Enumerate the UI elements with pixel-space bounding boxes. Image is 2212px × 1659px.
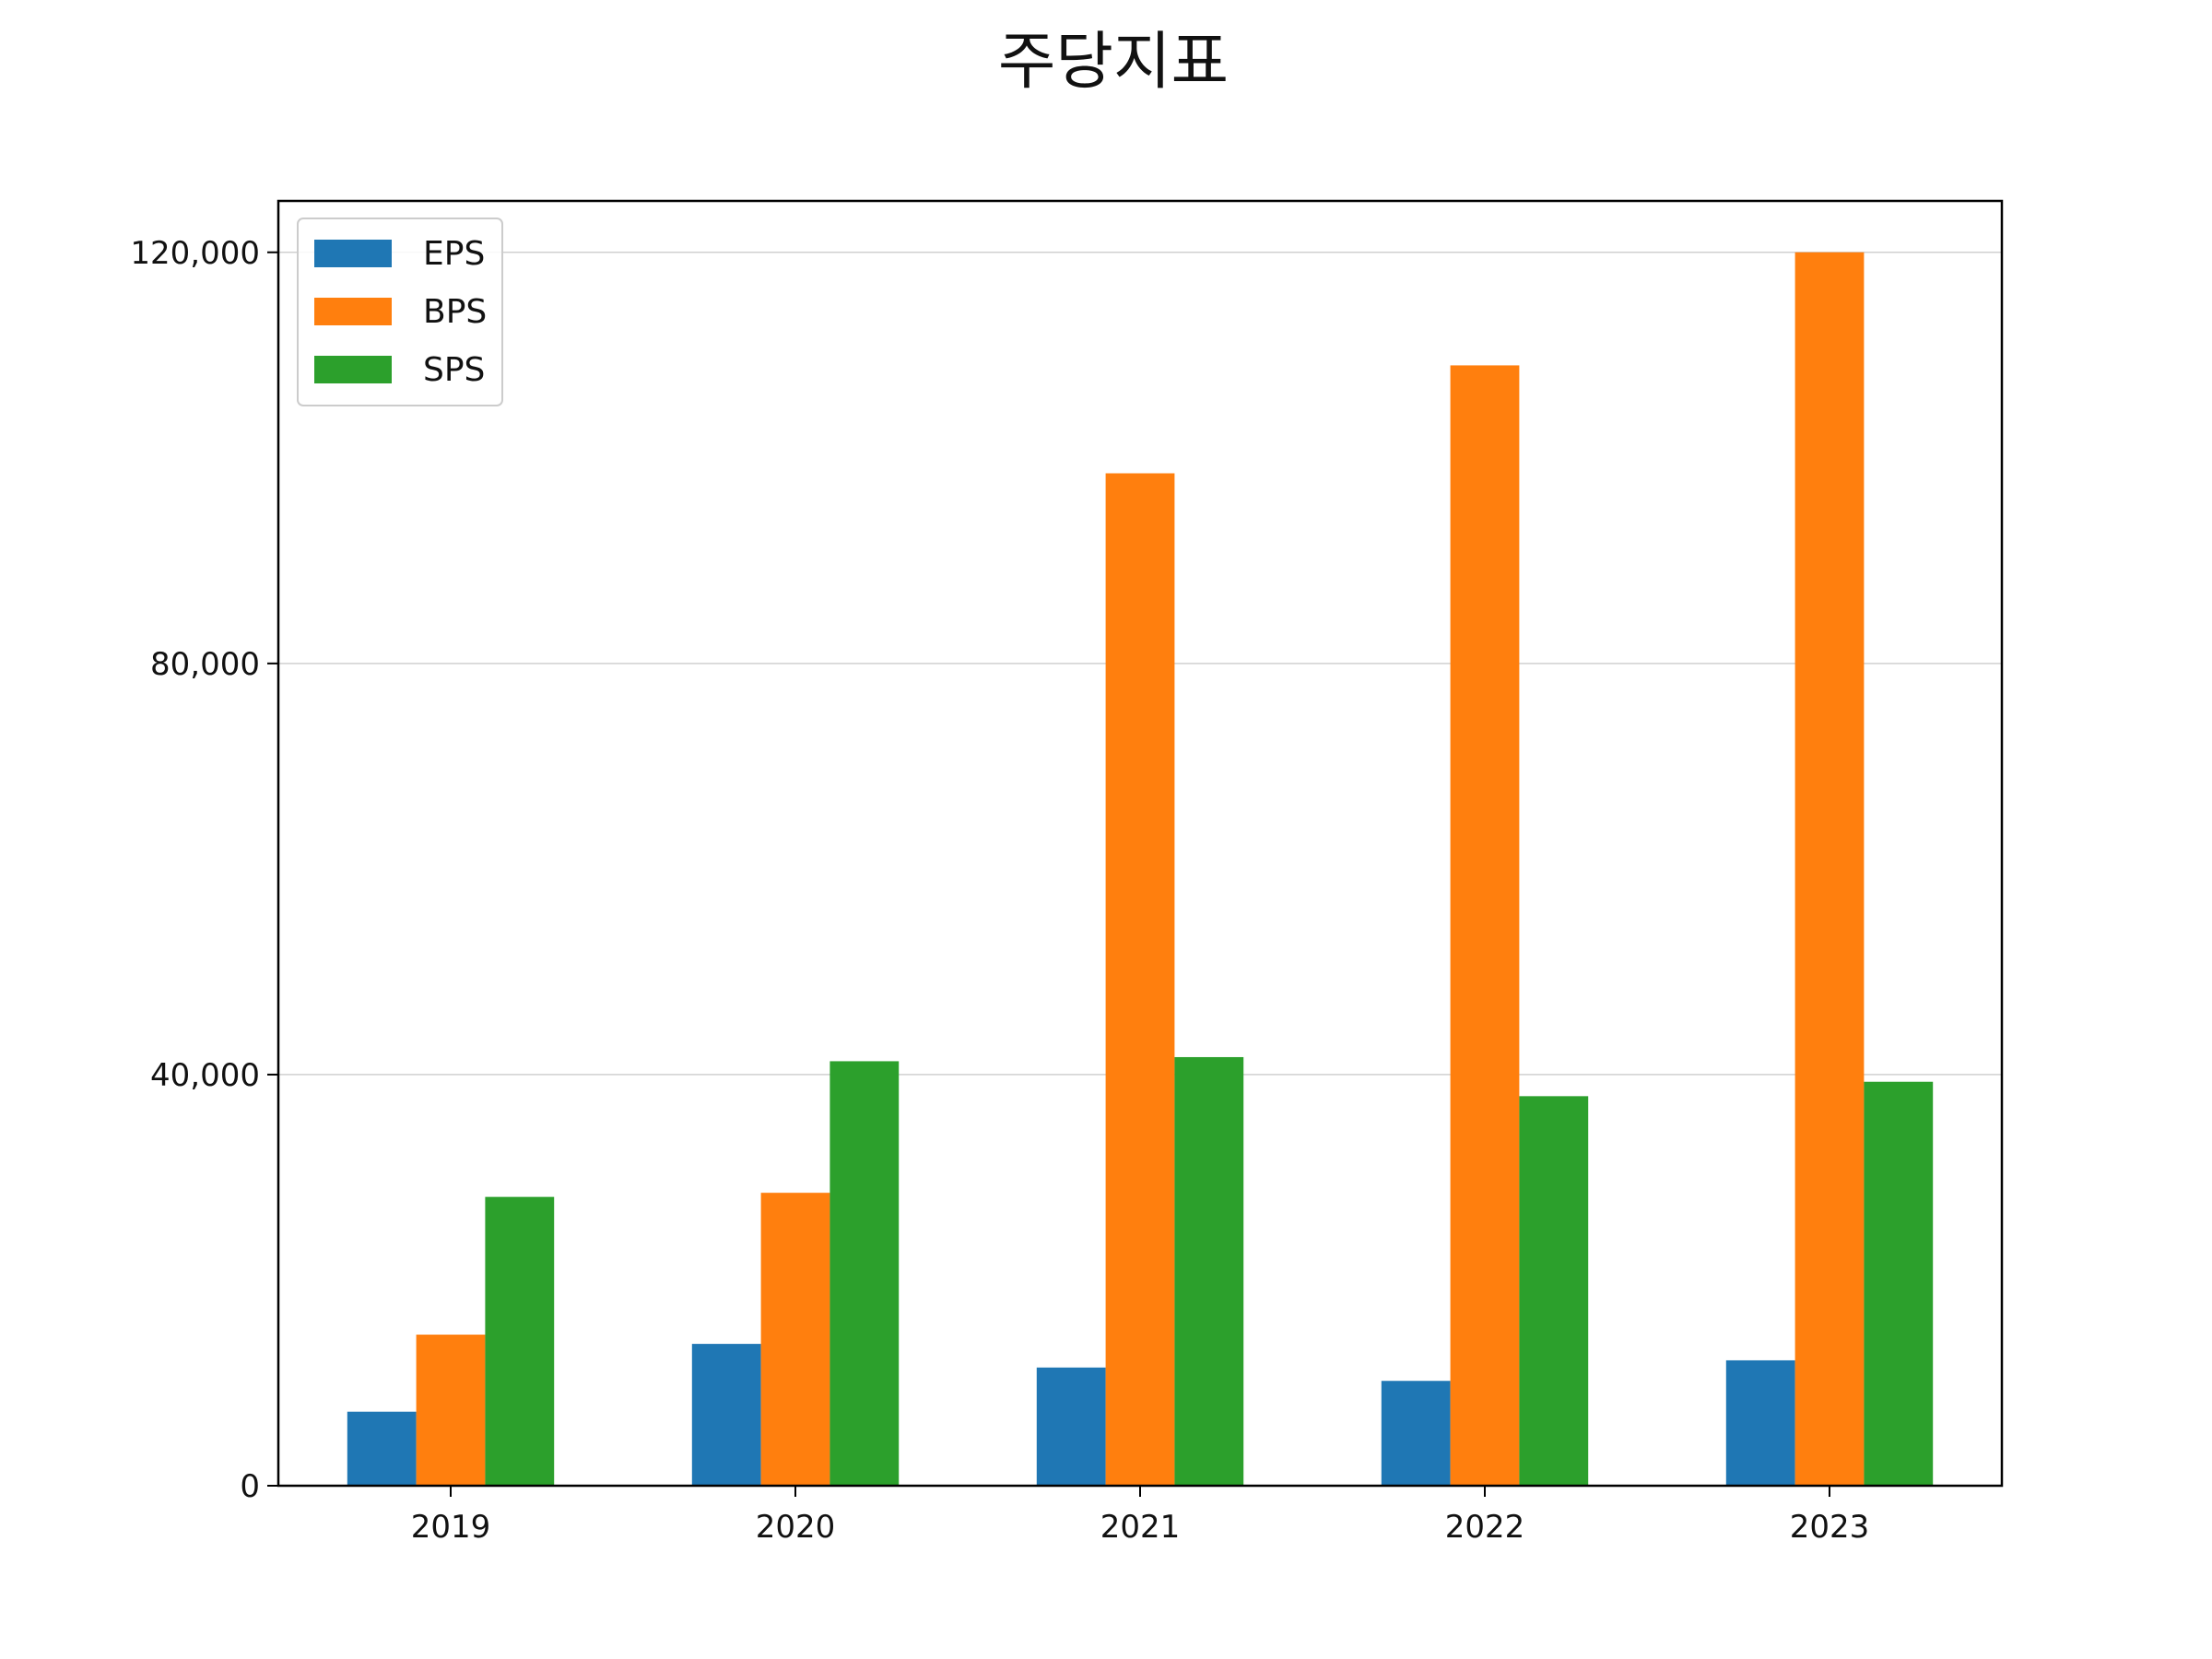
axes: 0 40,000 80,000 120,000 2019 2020 2021 2022 2023 [130, 235, 1869, 1546]
x-tick-label: 2020 [756, 1509, 836, 1546]
bar-eps-2021 [1036, 1367, 1106, 1486]
bar-bps-2020 [760, 1193, 830, 1486]
bar-bps-2021 [1105, 473, 1175, 1486]
bar-eps-2019 [347, 1411, 417, 1486]
y-tick-label: 80,000 [150, 646, 260, 683]
legend-label-eps: EPS [423, 235, 485, 273]
legend: EPS BPS SPS [297, 218, 503, 406]
x-tick-label: 2022 [1445, 1509, 1525, 1546]
x-tick-label: 2019 [411, 1509, 491, 1546]
bar-eps-2023 [1725, 1359, 1795, 1486]
legend-swatch-bps [314, 298, 392, 325]
bar-sps-2021 [1174, 1056, 1244, 1486]
bar-eps-2020 [691, 1344, 761, 1486]
legend-label-sps: SPS [423, 351, 485, 389]
bar-bps-2023 [1794, 252, 1865, 1486]
legend-swatch-eps [314, 240, 392, 267]
bar-sps-2020 [830, 1061, 900, 1486]
bar-bps-2022 [1450, 365, 1520, 1486]
bar-sps-2022 [1519, 1096, 1589, 1486]
y-tick-label: 0 [240, 1468, 260, 1505]
bar-eps-2022 [1381, 1381, 1451, 1486]
y-tick-label: 120,000 [130, 235, 260, 272]
y-tick-label: 40,000 [150, 1057, 260, 1094]
chart-title: 주당지표 [998, 26, 1229, 99]
bar-sps-2023 [1864, 1081, 1934, 1486]
bar-bps-2019 [416, 1335, 486, 1486]
x-tick-label: 2023 [1790, 1509, 1870, 1546]
legend-swatch-sps [314, 356, 392, 383]
bar-sps-2019 [485, 1196, 555, 1486]
legend-label-bps: BPS [423, 293, 487, 331]
x-tick-label: 2021 [1100, 1509, 1181, 1546]
bars [347, 252, 1934, 1486]
